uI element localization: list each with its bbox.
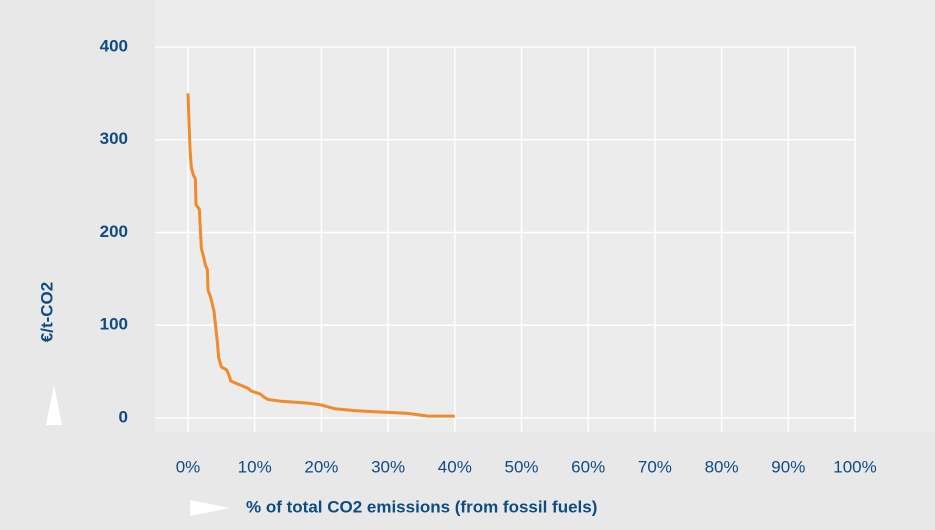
x-tick-label: 60% (571, 457, 605, 476)
y-tick-label: 0 (119, 407, 128, 426)
line-series (186, 93, 455, 418)
y-tick-label: 400 (100, 36, 128, 55)
x-tick-label: 100% (833, 457, 876, 476)
marks (186, 93, 455, 418)
y-tick-label: 300 (100, 129, 128, 148)
x-arrow (190, 500, 230, 516)
x-axis-title: % of total CO2 emissions (from fossil fu… (246, 497, 597, 516)
x-tick-label: 30% (371, 457, 405, 476)
x-tick-label: 90% (771, 457, 805, 476)
y-tick-label: 200 (100, 222, 128, 241)
x-tick-label: 80% (705, 457, 739, 476)
x-tick-label: 0% (176, 457, 201, 476)
x-tick-label: 50% (504, 457, 538, 476)
y-arrow (46, 385, 62, 425)
x-tick-label: 70% (638, 457, 672, 476)
x-tick-label: 40% (438, 457, 472, 476)
x-tick-label: 20% (304, 457, 338, 476)
y-axis-title: €/t-CO2 (37, 282, 56, 342)
plot-panel (155, 0, 935, 432)
y-tick-label: 100 (100, 315, 128, 334)
grid (155, 46, 856, 432)
x-tick-label: 10% (238, 457, 272, 476)
